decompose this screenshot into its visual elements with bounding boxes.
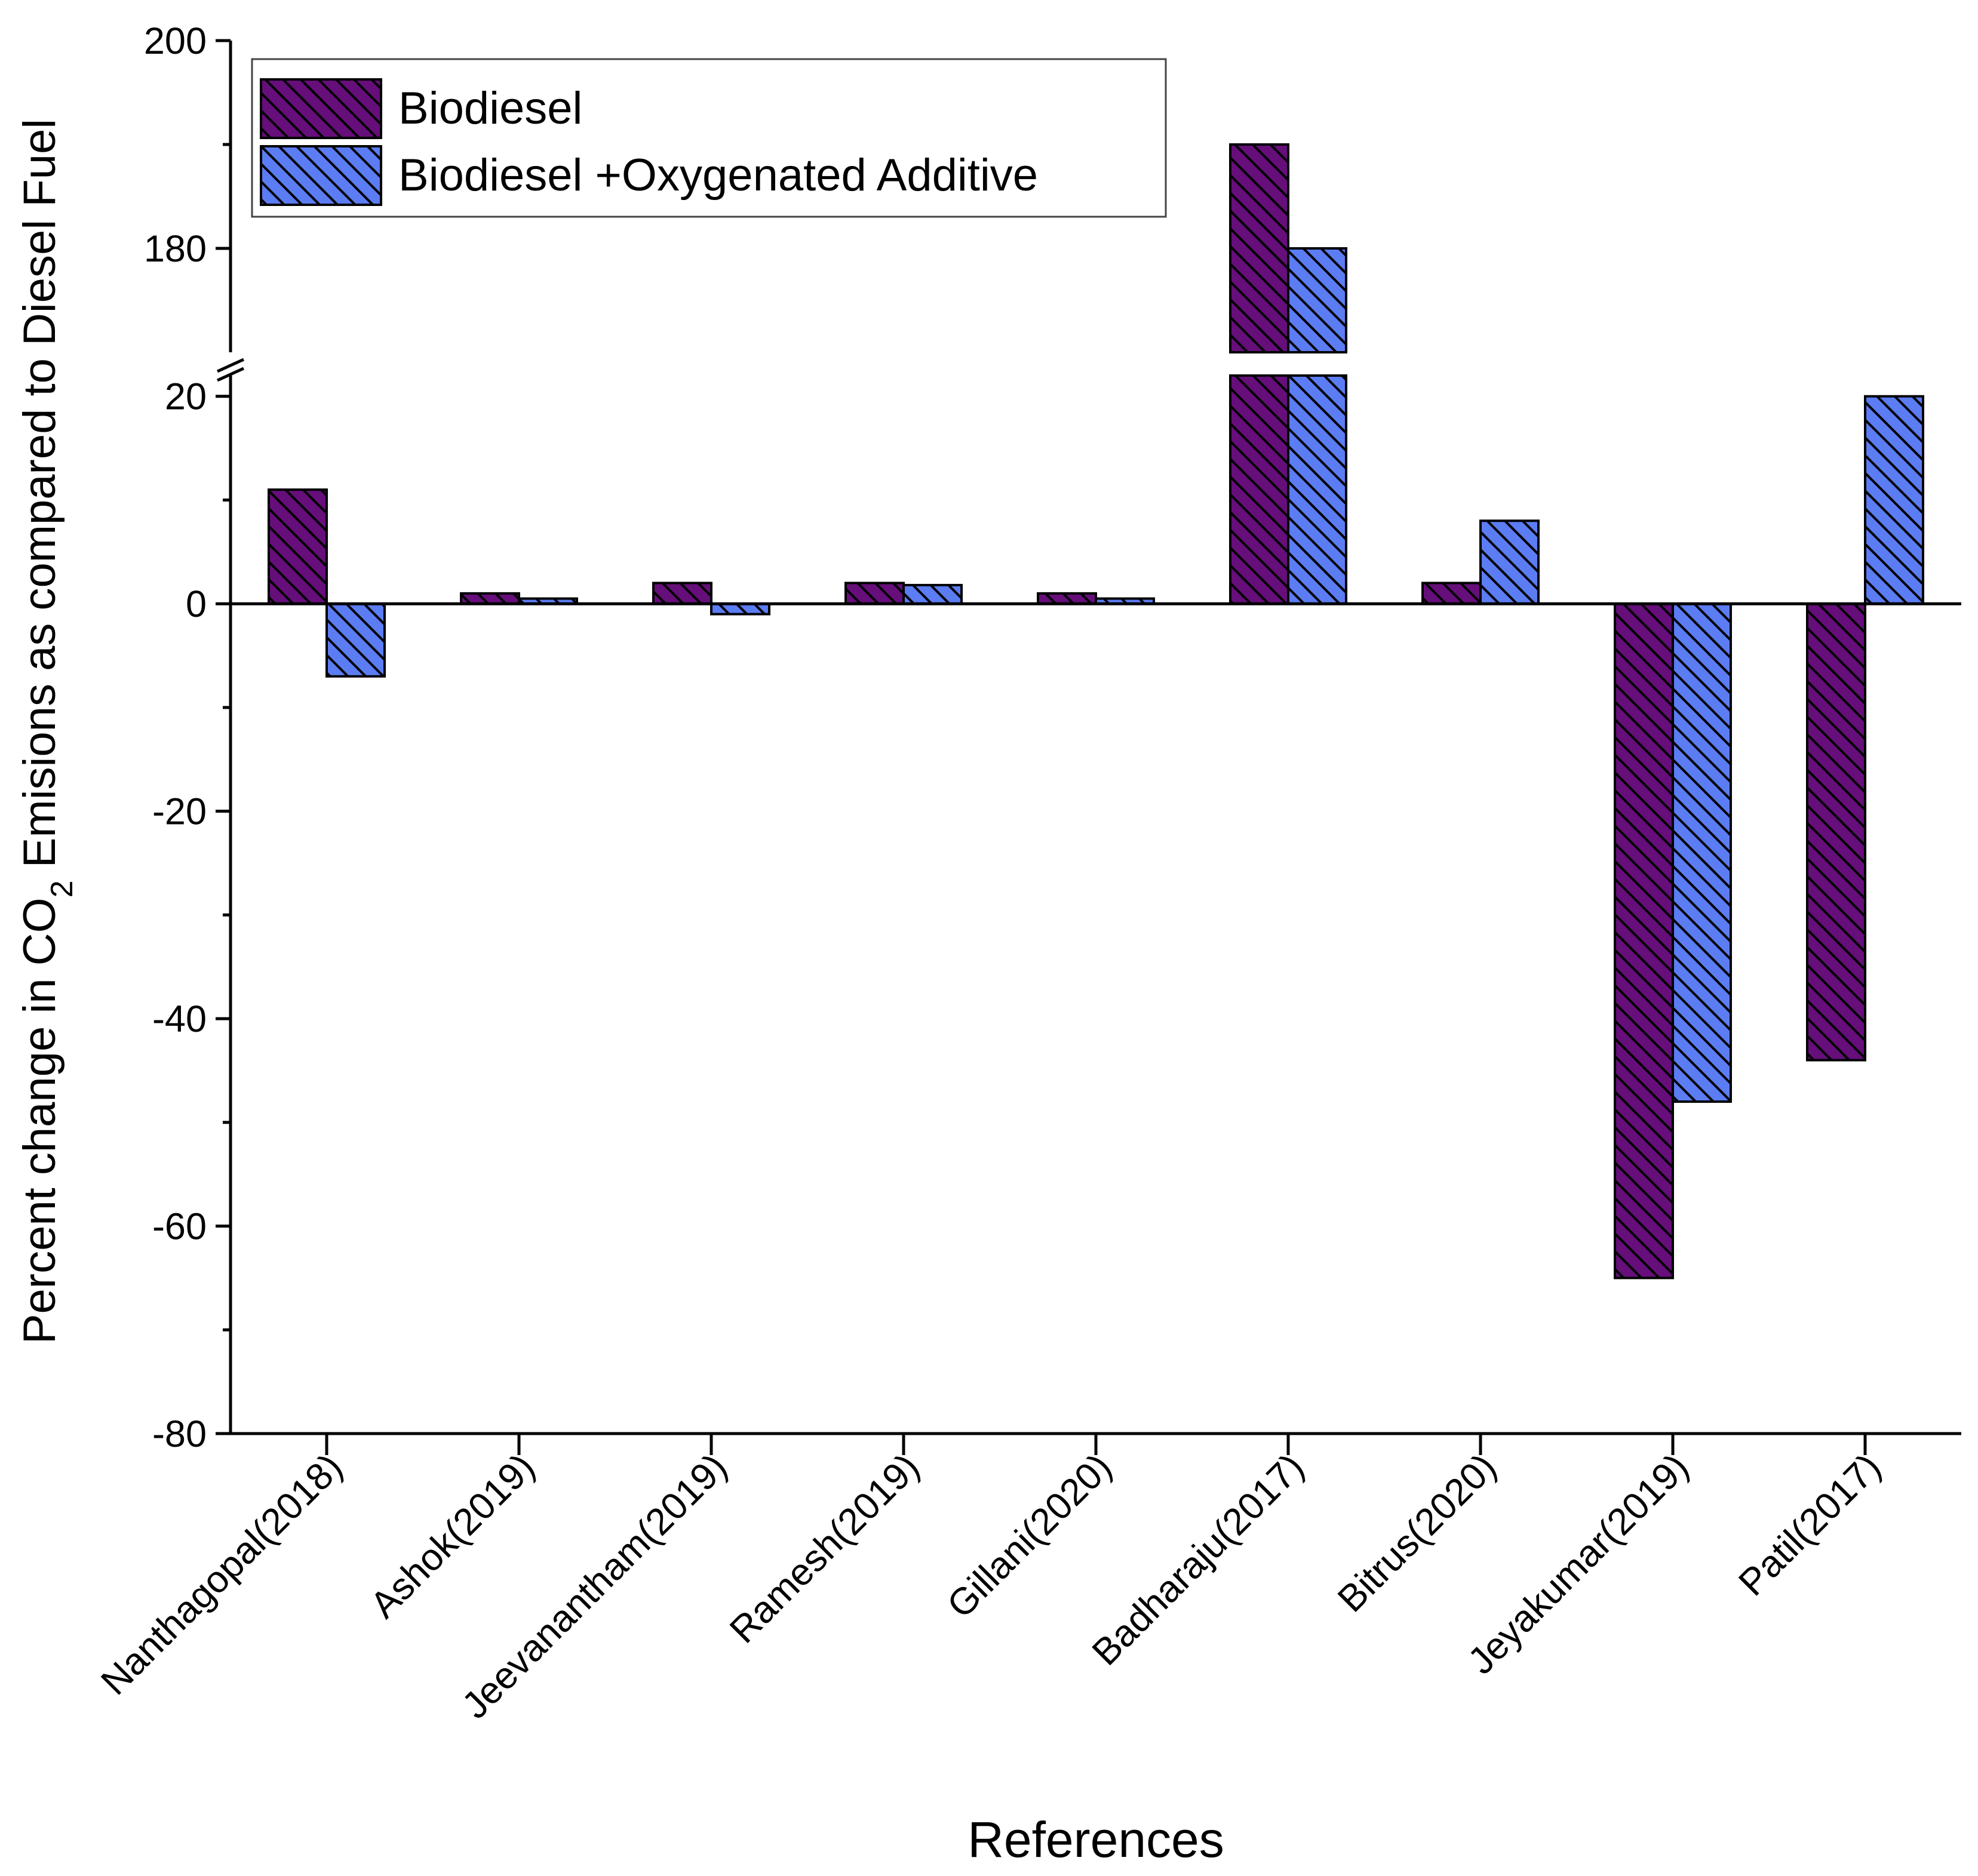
y-tick-label: 180 xyxy=(144,228,207,270)
bar xyxy=(325,602,386,678)
y-tick-label: -20 xyxy=(152,791,207,833)
y-axis-title-sub: 2 xyxy=(45,880,79,897)
bar xyxy=(902,583,963,605)
y-tick-label: -80 xyxy=(152,1413,207,1455)
legend-swatch xyxy=(260,145,382,206)
bar xyxy=(844,582,905,605)
bar xyxy=(1864,395,1924,605)
legend-box xyxy=(251,58,1167,218)
x-tick-label: Patil(2017) xyxy=(1731,1446,1889,1604)
x-tick-label: Ramesh(2019) xyxy=(722,1446,927,1651)
bar xyxy=(1229,143,1289,353)
legend-label: Biodiesel +Oxygenated Additive xyxy=(398,150,1038,201)
y-tick-label: -60 xyxy=(152,1206,207,1248)
y-tick-label: 20 xyxy=(165,376,207,418)
axis-break xyxy=(216,367,245,382)
bar xyxy=(1287,374,1347,605)
bar xyxy=(1037,592,1097,605)
x-axis-title: References xyxy=(968,1812,1224,1868)
bar xyxy=(1806,602,1866,1062)
bar xyxy=(1672,602,1732,1103)
x-tick-label: Nanthagopal(2018) xyxy=(93,1446,351,1703)
x-tick-label: Ashok(2019) xyxy=(363,1446,543,1626)
bar xyxy=(1421,582,1482,605)
bar xyxy=(710,602,770,616)
y-axis-title-part: Percent change in CO xyxy=(14,897,65,1344)
axis-break xyxy=(216,358,245,373)
bar xyxy=(1287,247,1347,353)
y-tick-label: 0 xyxy=(186,583,207,625)
y-tick-label: -40 xyxy=(152,998,207,1040)
bar xyxy=(460,592,520,605)
bar xyxy=(652,582,712,605)
legend-swatch xyxy=(260,78,382,139)
bar xyxy=(1614,602,1674,1280)
bar xyxy=(1479,519,1540,605)
legend-label: Biodiesel xyxy=(398,83,582,134)
x-tick-label: Bitrus(2020) xyxy=(1330,1446,1504,1620)
x-tick-label: Gillani(2020) xyxy=(939,1446,1120,1626)
x-tick-label: Badharaju(2017) xyxy=(1085,1446,1312,1673)
y-axis-title: Percent change in CO2 Emisions as compar… xyxy=(14,119,79,1344)
y-tick-label: 200 xyxy=(144,20,207,62)
y-axis-title-part: Emisions as compared to Diesel Fuel xyxy=(14,119,65,881)
bar xyxy=(268,488,328,605)
bar xyxy=(1229,374,1289,605)
